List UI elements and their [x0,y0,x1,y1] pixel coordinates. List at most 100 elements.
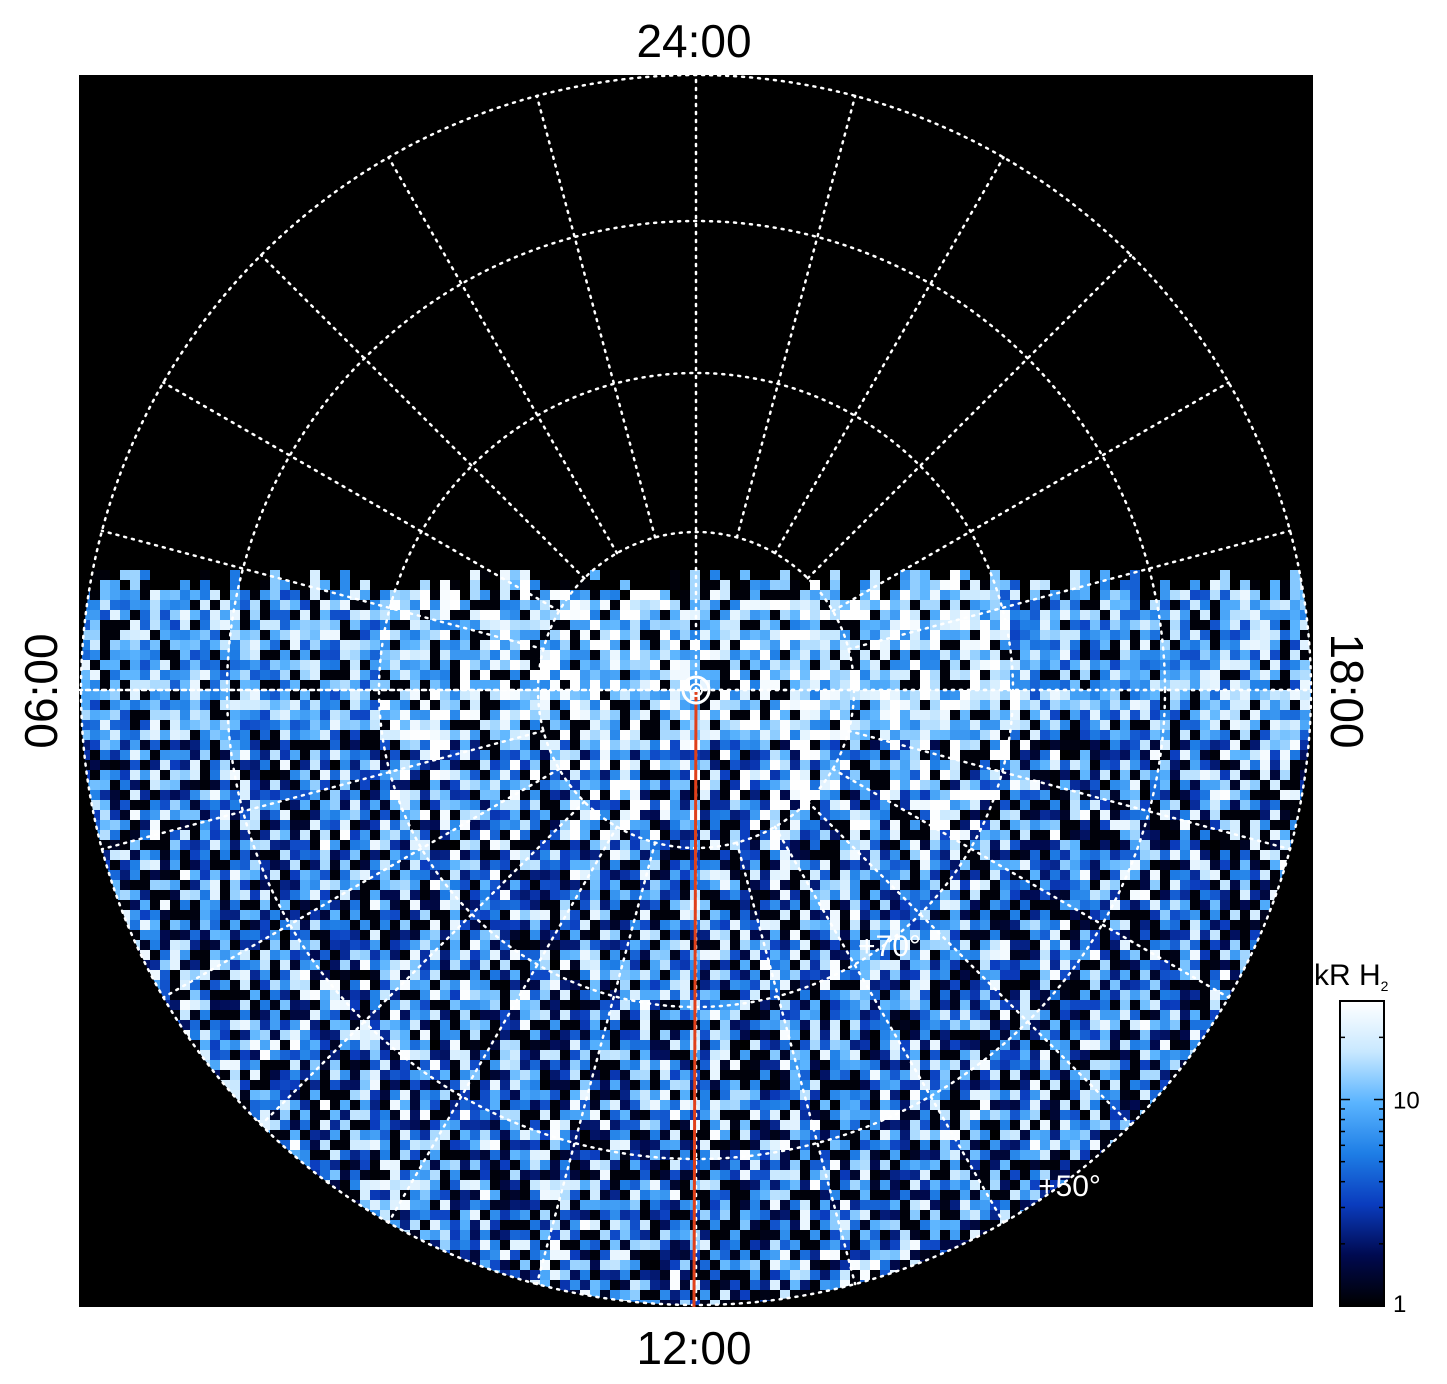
emission-pixel [270,990,280,1000]
emission-pixel [410,920,420,930]
emission-pixel [430,810,440,820]
emission-pixel [1100,970,1110,980]
emission-pixel [170,790,180,800]
emission-pixel [1170,970,1180,980]
emission-pixel [140,670,150,680]
emission-pixel [450,940,460,950]
emission-pixel [620,910,630,920]
emission-pixel [1160,580,1170,610]
emission-pixel [81,740,90,750]
emission-pixel [290,870,300,880]
emission-pixel [90,620,100,630]
emission-pixel [840,800,850,810]
emission-pixel [600,850,610,860]
emission-pixel [760,980,770,990]
emission-pixel [100,760,110,770]
emission-pixel [400,980,410,990]
emission-pixel [1120,960,1130,970]
emission-pixel [1270,850,1280,860]
emission-pixel [310,780,320,790]
emission-pixel [540,810,550,820]
emission-pixel [270,840,280,850]
emission-pixel [1110,950,1120,960]
emission-pixel [200,990,210,1000]
emission-pixel [950,960,960,970]
emission-pixel [120,820,130,830]
emission-pixel [1180,980,1190,990]
emission-pixel [540,760,550,770]
emission-pixel [220,740,230,750]
emission-pixel [450,790,460,800]
emission-pixel [440,910,450,920]
emission-pixel [430,870,440,880]
emission-pixel [1030,980,1040,990]
emission-pixel [1220,820,1230,830]
emission-pixel [980,910,990,920]
emission-pixel [660,880,670,890]
emission-pixel [1000,990,1010,1000]
emission-pixel [1140,960,1150,970]
emission-pixel [240,770,250,780]
emission-pixel [1170,840,1180,850]
emission-pixel [590,930,600,940]
emission-pixel [430,790,440,800]
emission-pixel [550,990,560,1000]
emission-pixel [310,570,320,620]
emission-pixel [860,840,870,850]
emission-pixel [190,910,200,920]
emission-pixel [300,740,310,750]
emission-pixel [1090,850,1100,860]
emission-pixel [130,670,140,680]
emission-pixel [880,860,890,870]
emission-pixel [680,830,690,840]
emission-pixel [700,820,710,830]
emission-pixel [1120,880,1130,890]
emission-pixel [1190,960,1200,970]
emission-pixel [720,750,730,760]
emission-pixel [710,940,720,950]
emission-pixel [340,870,350,880]
emission-pixel [210,850,220,860]
emission-pixel [1070,820,1080,830]
emission-pixel [930,900,940,910]
emission-pixel [1050,770,1060,780]
emission-pixel [720,830,730,840]
emission-pixel [1240,840,1250,850]
emission-pixel [830,990,840,1000]
emission-pixel [710,700,720,710]
emission-pixel [1190,810,1200,820]
emission-pixel [1110,700,1120,710]
emission-pixel [530,830,540,840]
emission-pixel [1200,890,1210,900]
emission-pixel [550,940,560,950]
emission-pixel [220,870,230,880]
emission-pixel [270,870,280,880]
emission-pixel [360,820,370,830]
emission-pixel [570,760,580,770]
emission-pixel [130,750,140,760]
emission-pixel [1110,800,1120,810]
emission-pixel [210,790,220,800]
emission-pixel [170,940,180,950]
emission-pixel [310,1000,320,1010]
emission-pixel [270,610,280,620]
emission-pixel [350,860,360,870]
emission-pixel [200,740,210,750]
emission-pixel [1060,790,1070,800]
emission-pixel [300,920,310,930]
emission-pixel [710,970,720,980]
emission-pixel [190,900,200,910]
emission-pixel [1170,800,1180,810]
emission-pixel [1260,790,1270,800]
emission-pixel [410,960,420,970]
emission-pixel [460,890,470,900]
emission-pixel [200,810,210,820]
emission-pixel [930,960,940,970]
emission-pixel [1000,850,1010,860]
emission-pixel [510,910,520,920]
emission-pixel [740,760,750,770]
emission-pixel [300,910,310,920]
emission-pixel [790,780,800,790]
emission-pixel [480,670,490,680]
emission-pixel [470,920,480,930]
